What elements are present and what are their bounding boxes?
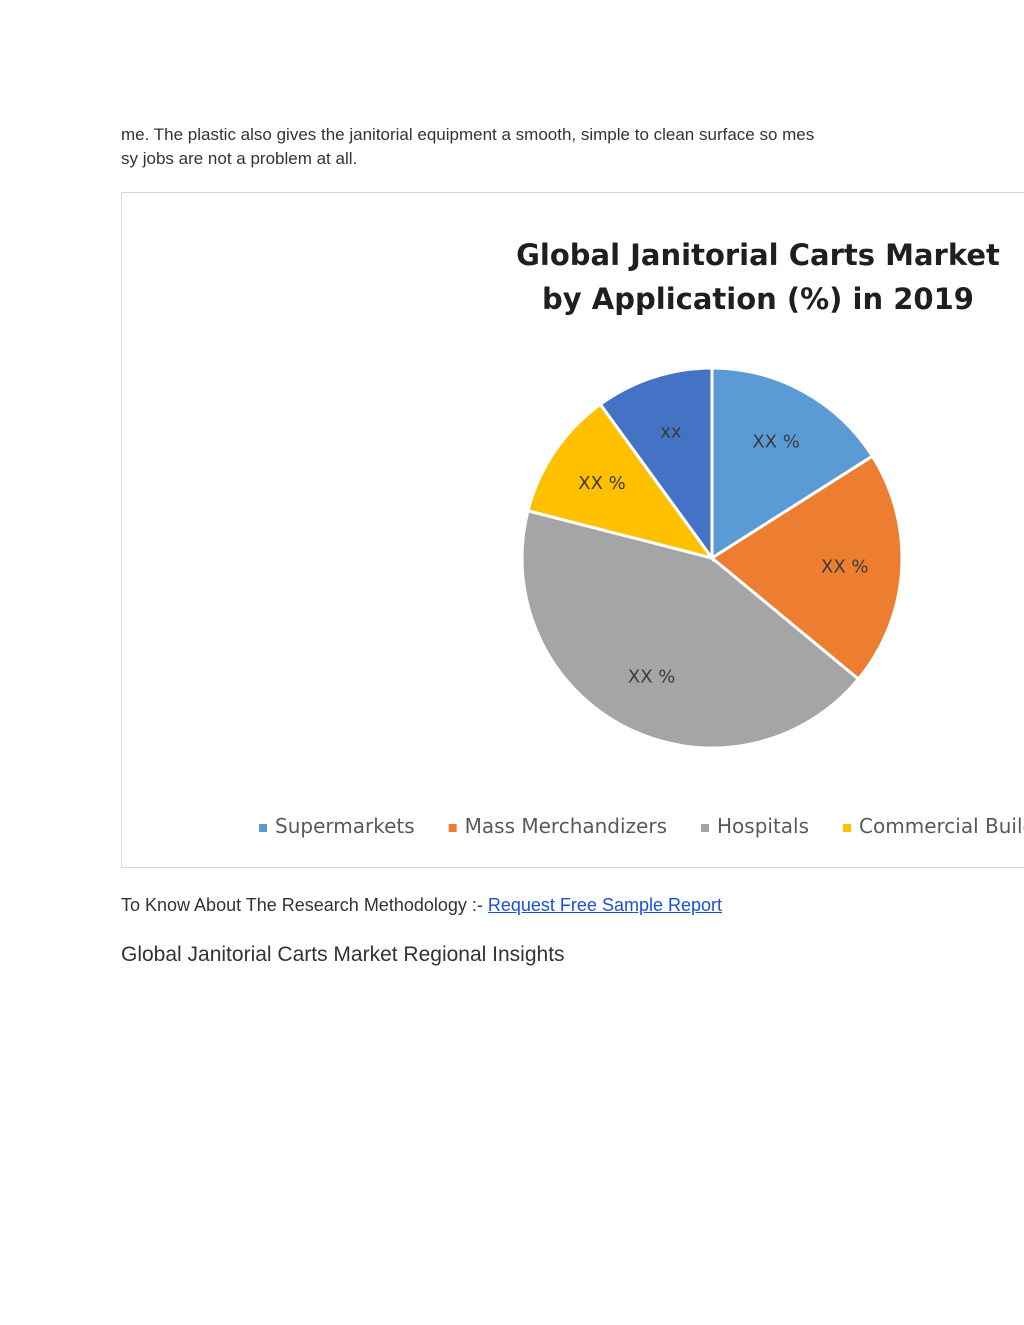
methodology-line: To Know About The Research Methodology :…: [121, 895, 722, 916]
pie-slice-hospitals: [520, 508, 861, 750]
pie-slice-supermarkets: [710, 366, 875, 561]
legend-entry: Mass Merchandizers: [465, 814, 667, 838]
chart-legend: Supermarkets Mass Merchandizers Hospitals C…: [259, 814, 1024, 838]
slice-data-label: XX %: [628, 667, 676, 688]
legend-entry: Hospitals: [717, 814, 809, 838]
legend-entry: Commercial Buildi: [859, 814, 1024, 838]
regional-insights-heading: Global Janitorial Carts Market Regional …: [121, 943, 565, 966]
legend-swatch: [843, 824, 852, 832]
slice-data-label: xx: [660, 422, 682, 443]
slice-data-label: XX %: [821, 556, 869, 577]
legend-swatch: [259, 824, 267, 832]
methodology-prefix: To Know About The Research Methodology :…: [121, 895, 488, 915]
chart-title-line-2: by Application (%) in 2019: [542, 282, 974, 316]
pie-slice-mass-merchandizers: [709, 454, 904, 682]
slice-data-label: XX %: [752, 431, 800, 452]
slice-data-label: XX %: [578, 473, 626, 494]
chart-title-line-1: Global Janitorial Carts Market: [516, 238, 1000, 272]
legend-entry: Supermarkets: [275, 814, 415, 838]
pie-slice-other: [598, 366, 714, 563]
intro-paragraph: me. The plastic also gives the janitoria…: [121, 123, 921, 171]
pie-slice-labels: XX % XX % XX % XX % xx: [578, 422, 868, 688]
legend-swatch: [448, 824, 457, 832]
pie-chart: Global Janitorial Carts Market by Applic…: [259, 238, 1024, 838]
chart-container: Global Janitorial Carts Market by Applic…: [121, 192, 1024, 868]
legend-swatch: [701, 824, 709, 832]
request-sample-link[interactable]: Request Free Sample Report: [487, 895, 723, 915]
intro-line-2: sy jobs are not a problem at all.: [121, 149, 358, 168]
intro-line-1: me. The plastic also gives the janitoria…: [121, 125, 815, 144]
pie-slice-commercial-buildi: [526, 402, 716, 561]
pie-slices: [520, 366, 904, 750]
